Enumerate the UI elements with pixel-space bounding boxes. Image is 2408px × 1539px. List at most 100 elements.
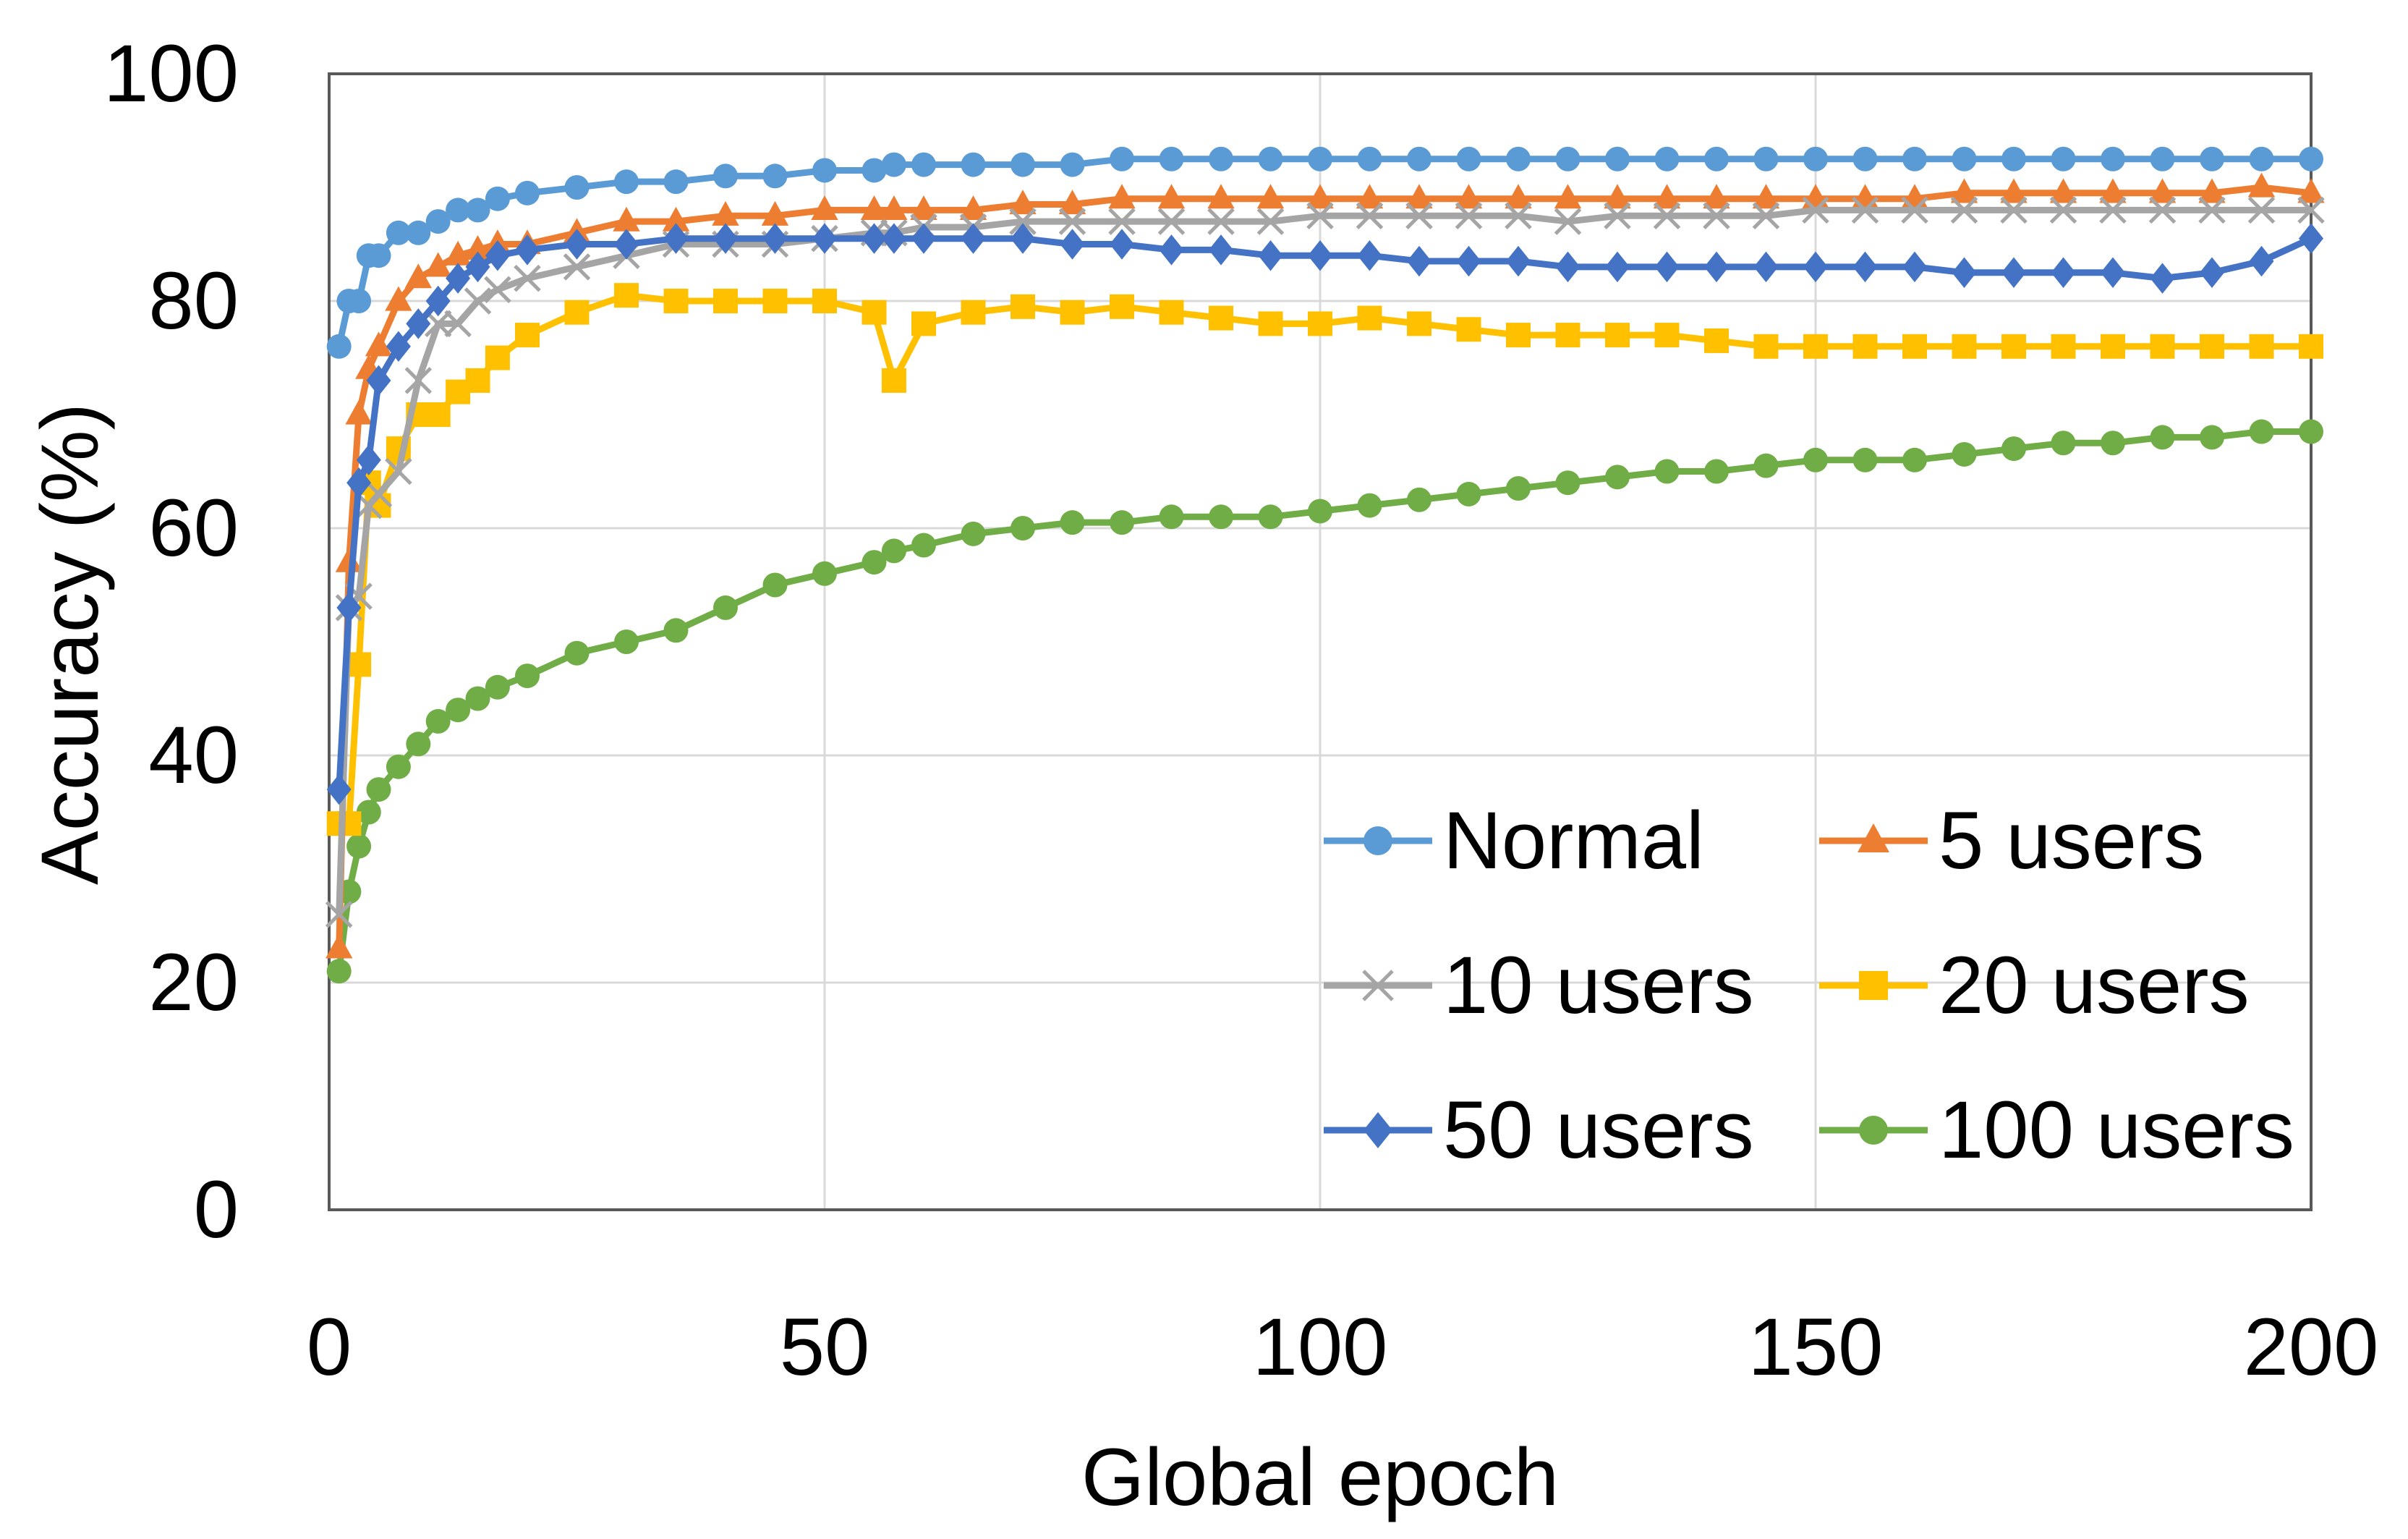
data-point	[1506, 476, 1531, 501]
data-point	[485, 186, 510, 211]
data-point	[1859, 1116, 1888, 1145]
data-point	[1157, 208, 1186, 235]
data-point	[961, 521, 986, 546]
data-point	[1308, 311, 1332, 336]
data-point	[365, 480, 393, 508]
x-tick-labels: 0 50 100 150 200	[307, 1302, 2379, 1392]
data-point	[1950, 196, 1978, 224]
data-point	[1901, 196, 1928, 224]
data-point	[1852, 251, 1878, 283]
data-point	[1256, 208, 1285, 235]
data-point	[1157, 184, 1186, 209]
data-point	[2249, 419, 2274, 444]
y-tick-label: 80	[148, 255, 239, 346]
data-point	[2148, 196, 2177, 224]
data-point	[1555, 251, 1580, 283]
data-point	[961, 152, 986, 177]
data-point	[2198, 178, 2226, 203]
data-point	[961, 223, 986, 254]
series-normal	[326, 146, 2323, 359]
data-point	[465, 198, 490, 223]
data-point	[1258, 239, 1283, 271]
data-point	[1455, 202, 1483, 230]
data-point	[1110, 146, 1134, 171]
data-point	[2001, 334, 2026, 359]
data-point	[366, 243, 391, 268]
x-tick-label: 150	[1748, 1302, 1884, 1392]
series-layer	[325, 146, 2325, 984]
data-point	[614, 283, 639, 308]
data-point	[2099, 178, 2127, 203]
data-point	[1455, 184, 1483, 209]
data-point	[1605, 146, 1630, 171]
data-point	[406, 308, 431, 339]
data-point	[2299, 419, 2323, 444]
data-point	[356, 800, 381, 825]
data-point	[662, 206, 690, 232]
data-point	[424, 310, 452, 338]
data-point	[514, 264, 541, 292]
data-point	[2200, 334, 2224, 359]
data-point	[1505, 184, 1532, 209]
data-point	[2101, 431, 2125, 456]
data-point	[1456, 317, 1481, 342]
data-point	[2150, 334, 2175, 359]
data-point	[386, 331, 411, 363]
data-point	[1058, 190, 1086, 215]
data-point	[385, 457, 412, 486]
plot-border	[328, 72, 2313, 1211]
x-tick-label: 100	[1253, 1302, 1388, 1392]
data-point	[346, 289, 372, 313]
data-point	[1258, 311, 1283, 336]
data-point	[911, 533, 936, 558]
data-point	[1407, 146, 1431, 171]
data-point	[1605, 323, 1630, 348]
data-point	[406, 220, 431, 245]
data-point	[335, 547, 363, 572]
data-point	[485, 674, 510, 700]
data-point	[1011, 223, 1035, 254]
data-point	[1308, 239, 1332, 271]
data-point	[1159, 504, 1184, 530]
data-point	[2148, 178, 2177, 203]
data-point	[1703, 184, 1730, 209]
data-point	[2150, 425, 2175, 450]
data-point	[1060, 300, 1085, 325]
data-point	[1704, 459, 1729, 484]
data-point	[2000, 178, 2028, 203]
data-point	[404, 263, 432, 289]
data-point	[1654, 251, 1680, 283]
data-point	[2247, 196, 2276, 224]
data-point	[326, 334, 352, 359]
data-point	[1703, 202, 1730, 230]
data-point	[425, 402, 451, 427]
data-point	[404, 367, 433, 394]
data-point	[713, 595, 738, 620]
data-point	[2299, 334, 2323, 359]
y-tick-label: 60	[148, 483, 239, 573]
data-point	[713, 164, 738, 189]
data-point	[1859, 971, 1888, 1000]
data-point	[1407, 245, 1431, 277]
series-20-users	[326, 283, 2323, 836]
data-point	[1110, 294, 1134, 319]
data-point	[1604, 202, 1631, 230]
data-point	[812, 158, 837, 183]
data-point	[1407, 487, 1431, 512]
data-point	[386, 220, 411, 245]
data-point	[1363, 1112, 1392, 1148]
data-point	[1753, 146, 1779, 171]
x-tick-label: 200	[2244, 1302, 2379, 1392]
data-point	[1752, 184, 1780, 209]
data-point	[2101, 257, 2125, 288]
y-tick-label: 0	[194, 1164, 239, 1255]
data-point	[1009, 208, 1037, 235]
data-point	[515, 180, 540, 205]
data-point	[366, 777, 391, 802]
series-50-users	[326, 223, 2323, 805]
data-point	[1108, 208, 1136, 235]
data-point	[1506, 245, 1531, 277]
data-point	[2051, 146, 2076, 171]
data-point	[1852, 334, 1878, 359]
